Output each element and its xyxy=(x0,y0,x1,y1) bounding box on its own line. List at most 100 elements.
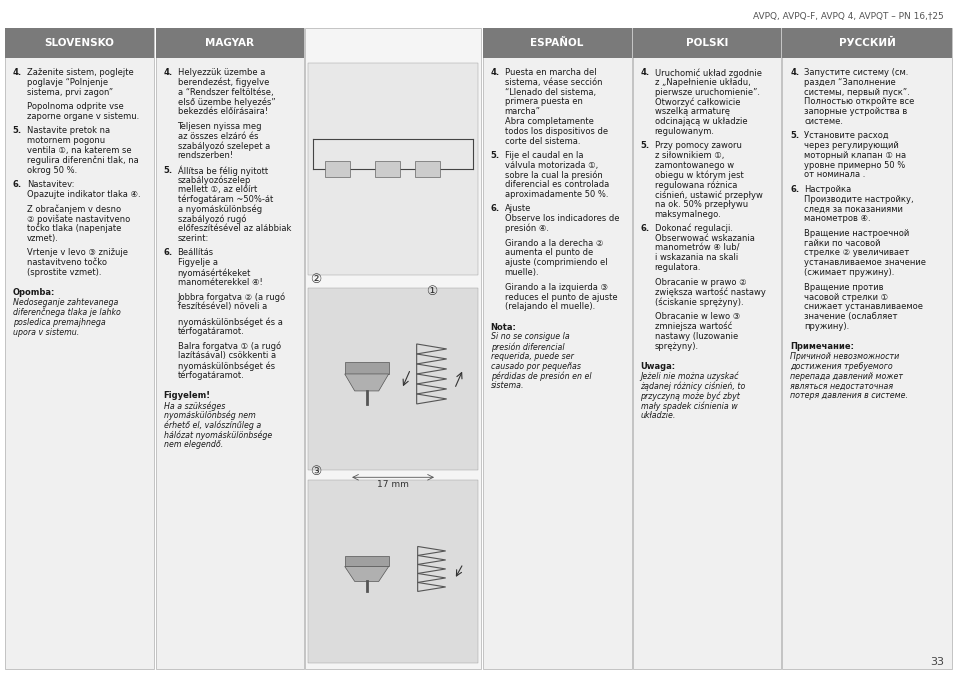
Text: MAGYAR: MAGYAR xyxy=(205,38,254,48)
Bar xyxy=(155,28,304,669)
Text: corte del sistema.: corte del sistema. xyxy=(504,136,579,146)
Text: 6.: 6. xyxy=(490,205,499,213)
Text: marcha”: marcha” xyxy=(504,107,540,116)
Text: 5.: 5. xyxy=(490,151,499,160)
Text: снижает устанавливаемое: снижает устанавливаемое xyxy=(803,302,923,311)
Text: nastavitveno točko: nastavitveno točko xyxy=(27,259,107,267)
Text: AVPQ, AVPQ-F, AVPQ 4, AVPQT – PN 16,†25: AVPQ, AVPQ-F, AVPQ 4, AVPQT – PN 16,†25 xyxy=(753,12,943,21)
Text: 4.: 4. xyxy=(490,68,499,77)
Text: pérdidas de presión en el: pérdidas de presión en el xyxy=(490,372,591,381)
Text: Z obračanjem v desno: Z obračanjem v desno xyxy=(27,205,121,214)
Text: являться недостаточная: являться недостаточная xyxy=(789,381,892,391)
Text: 4.: 4. xyxy=(12,68,22,77)
Text: Girando a la izquierda ③: Girando a la izquierda ③ xyxy=(504,283,607,292)
Text: (ściskanie sprężyny).: (ściskanie sprężyny). xyxy=(654,298,742,307)
Text: Obracanie w prawo ②: Obracanie w prawo ② xyxy=(654,278,745,287)
Text: az összes elzáró és: az összes elzáró és xyxy=(177,132,257,140)
Text: zaporne organe v sistemu.: zaporne organe v sistemu. xyxy=(27,112,139,121)
Text: от номинала .: от номинала . xyxy=(803,171,864,180)
Polygon shape xyxy=(344,374,388,391)
Text: (сжимает пружину).: (сжимает пружину). xyxy=(803,268,894,277)
Text: requerida, puede ser: requerida, puede ser xyxy=(490,352,573,361)
Bar xyxy=(375,161,400,177)
Text: térfogatáram ~50%-át: térfogatáram ~50%-át xyxy=(177,195,273,205)
Text: гайки по часовой: гайки по часовой xyxy=(803,239,880,248)
Text: zwiększa wartość nastawy: zwiększa wartość nastawy xyxy=(654,288,764,297)
Text: POLSKI: POLSKI xyxy=(685,38,727,48)
Bar xyxy=(308,480,477,663)
Text: ciśnień, ustawić przepływ: ciśnień, ustawić przepływ xyxy=(654,190,761,200)
Text: przyczyną może być zbyt: przyczyną może być zbyt xyxy=(639,392,740,401)
Text: Balra forgatva ① (a rugó: Balra forgatva ① (a rugó xyxy=(177,342,280,351)
Text: Ajuste: Ajuste xyxy=(504,205,531,213)
Text: feszítésével) növeli a: feszítésével) növeli a xyxy=(177,302,267,311)
Text: системы, первый пуск”.: системы, первый пуск”. xyxy=(803,88,909,97)
Text: nyomáskülönbség nem: nyomáskülönbség nem xyxy=(163,411,255,421)
Text: manometrów ④ lub/: manometrów ④ lub/ xyxy=(654,244,739,252)
Text: 6.: 6. xyxy=(639,224,649,233)
Text: 33: 33 xyxy=(929,657,943,667)
Text: Otworzyć całkowicie: Otworzyć całkowicie xyxy=(654,97,740,107)
Bar xyxy=(308,288,477,470)
Text: часовой стрелки ①: часовой стрелки ① xyxy=(803,292,887,302)
Text: Si no se consigue la: Si no se consigue la xyxy=(490,333,569,342)
Text: nyomáskülönbséget és: nyomáskülönbséget és xyxy=(177,361,274,371)
Text: Установите расход: Установите расход xyxy=(803,132,888,140)
Bar xyxy=(344,556,388,566)
Text: manométerekkel ④!: manométerekkel ④! xyxy=(177,278,262,287)
Text: obiegu w którym jest: obiegu w którym jest xyxy=(654,171,742,180)
Text: 4.: 4. xyxy=(163,68,172,77)
Text: 5.: 5. xyxy=(639,141,649,150)
Text: Beállítás: Beállítás xyxy=(177,248,213,257)
Bar xyxy=(632,28,781,669)
Text: Nota:: Nota: xyxy=(490,323,517,331)
Text: Opazujte indikator tlaka ④.: Opazujte indikator tlaka ④. xyxy=(27,190,140,198)
Text: mały spadek ciśnienia w: mały spadek ciśnienia w xyxy=(639,401,737,410)
Text: diferencial es controlada: diferencial es controlada xyxy=(504,180,608,189)
Text: točko tlaka (napenjate: točko tlaka (napenjate xyxy=(27,224,121,234)
Text: sistema, prvi zagon”: sistema, prvi zagon” xyxy=(27,88,112,97)
Text: 5.: 5. xyxy=(163,165,172,175)
Text: a nyomáskülönbség: a nyomáskülönbség xyxy=(177,205,261,214)
Text: pierwsze uruchomienie”.: pierwsze uruchomienie”. xyxy=(654,88,759,97)
Bar xyxy=(325,161,350,177)
Text: regulowanym.: regulowanym. xyxy=(654,127,714,136)
Text: манометров ④.: манометров ④. xyxy=(803,214,870,223)
Text: (sprostite vzmet).: (sprostite vzmet). xyxy=(27,268,101,277)
Text: válvula motorizada ①,: válvula motorizada ①, xyxy=(504,161,598,169)
Text: Причиной невозможности: Причиной невозможности xyxy=(789,352,899,361)
Text: Jobbra forgatva ② (a rugó: Jobbra forgatva ② (a rugó xyxy=(177,292,285,302)
Text: Opomba:: Opomba: xyxy=(12,288,55,298)
Text: sprężyny).: sprężyny). xyxy=(654,342,698,350)
Bar xyxy=(482,28,631,58)
Text: z „Napełnienie układu,: z „Napełnienie układu, xyxy=(654,78,749,87)
Text: żądanej różnicy ciśnień, to: żądanej różnicy ciśnień, to xyxy=(639,381,745,391)
Text: уровне примерно 50 %: уровне примерно 50 % xyxy=(803,161,904,169)
Text: раздел “Заполнение: раздел “Заполнение xyxy=(803,78,895,87)
Text: regulira diferenčni tlak, na: regulira diferenčni tlak, na xyxy=(27,156,138,165)
Text: стрелке ② увеличивает: стрелке ② увеличивает xyxy=(803,248,908,257)
Text: lazításával) csökkenti a: lazításával) csökkenti a xyxy=(177,352,275,360)
Text: bekezdés előírásaira!: bekezdés előírásaira! xyxy=(177,107,267,116)
Text: odcinającą w układzie: odcinającą w układzie xyxy=(654,117,746,126)
Text: ③: ③ xyxy=(310,465,321,478)
Text: vzmet).: vzmet). xyxy=(27,234,58,243)
Bar xyxy=(305,28,480,669)
Text: sistema.: sistema. xyxy=(490,381,524,391)
Bar xyxy=(781,28,951,669)
Text: ② povišate nastavitveno: ② povišate nastavitveno xyxy=(27,214,130,223)
Text: (relajando el muelle).: (relajando el muelle). xyxy=(504,302,595,311)
Text: устанавливаемое значение: устанавливаемое значение xyxy=(803,259,925,267)
Text: ①: ① xyxy=(426,285,436,298)
Polygon shape xyxy=(344,566,388,581)
Text: motornem pogonu: motornem pogonu xyxy=(27,136,105,145)
Text: szerint:: szerint: xyxy=(177,234,209,243)
Text: Jeżeli nie można uzyskać: Jeżeli nie można uzyskać xyxy=(639,372,739,381)
Text: regulatora.: regulatora. xyxy=(654,263,700,272)
Text: Производите настройку,: Производите настройку, xyxy=(803,194,913,204)
Text: wszelką armaturę: wszelką armaturę xyxy=(654,107,729,116)
Text: Запустите систему (см.: Запустите систему (см. xyxy=(803,68,907,77)
Text: Ha a szükséges: Ha a szükséges xyxy=(163,401,225,410)
Text: Вращение настроечной: Вращение настроечной xyxy=(803,229,908,238)
Text: следя за показаниями: следя за показаниями xyxy=(803,205,902,213)
